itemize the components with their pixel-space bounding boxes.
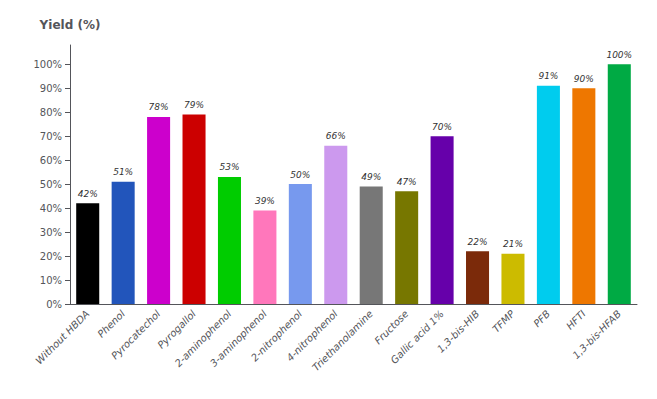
svg-text:60%: 60% [40,155,62,166]
svg-text:80%: 80% [40,107,62,118]
svg-text:100%: 100% [33,59,62,70]
svg-text:1,3-bis-HFAB: 1,3-bis-HFAB [570,308,623,361]
svg-text:22%: 22% [468,237,488,247]
svg-text:Pyrocatechol: Pyrocatechol [109,308,163,362]
svg-text:Yield (%): Yield (%) [39,18,101,32]
svg-text:Pyrogallol: Pyrogallol [155,308,198,351]
svg-text:TFMP: TFMP [490,308,517,335]
svg-text:51%: 51% [113,167,133,177]
svg-text:Gallic acid 1%: Gallic acid 1% [388,308,446,366]
svg-text:Without HBDA: Without HBDA [33,308,91,366]
svg-text:39%: 39% [255,196,275,206]
svg-text:0%: 0% [46,299,62,310]
svg-text:30%: 30% [40,227,62,238]
svg-text:53%: 53% [219,162,239,172]
svg-text:47%: 47% [397,177,417,187]
svg-text:90%: 90% [574,74,594,84]
svg-text:79%: 79% [184,100,204,110]
svg-text:91%: 91% [538,71,558,81]
svg-text:PFB: PFB [531,308,552,329]
svg-text:70%: 70% [432,122,452,132]
svg-text:21%: 21% [503,239,523,249]
svg-text:20%: 20% [40,251,62,262]
svg-text:40%: 40% [40,203,62,214]
svg-text:100%: 100% [606,50,632,60]
svg-text:Fructose: Fructose [372,308,411,347]
svg-text:Phenol: Phenol [95,308,127,340]
svg-text:42%: 42% [78,189,98,199]
svg-text:HFTI: HFTI [564,308,588,332]
svg-text:90%: 90% [40,83,62,94]
svg-text:50%: 50% [40,179,62,190]
svg-text:10%: 10% [40,275,62,286]
svg-text:70%: 70% [40,131,62,142]
svg-text:50%: 50% [290,170,310,180]
svg-text:2-nitrophenol: 2-nitrophenol [248,308,305,364]
svg-text:49%: 49% [361,172,381,182]
svg-text:66%: 66% [326,131,346,141]
svg-text:1,3-bis-HIB: 1,3-bis-HIB [435,308,482,355]
svg-text:Triethanolamine: Triethanolamine [310,308,375,373]
svg-text:3-aminophenol: 3-aminophenol [208,308,269,369]
svg-text:4-nitrophenol: 4-nitrophenol [284,308,340,364]
svg-text:78%: 78% [149,102,169,112]
svg-text:2-aminophenol: 2-aminophenol [172,308,234,369]
